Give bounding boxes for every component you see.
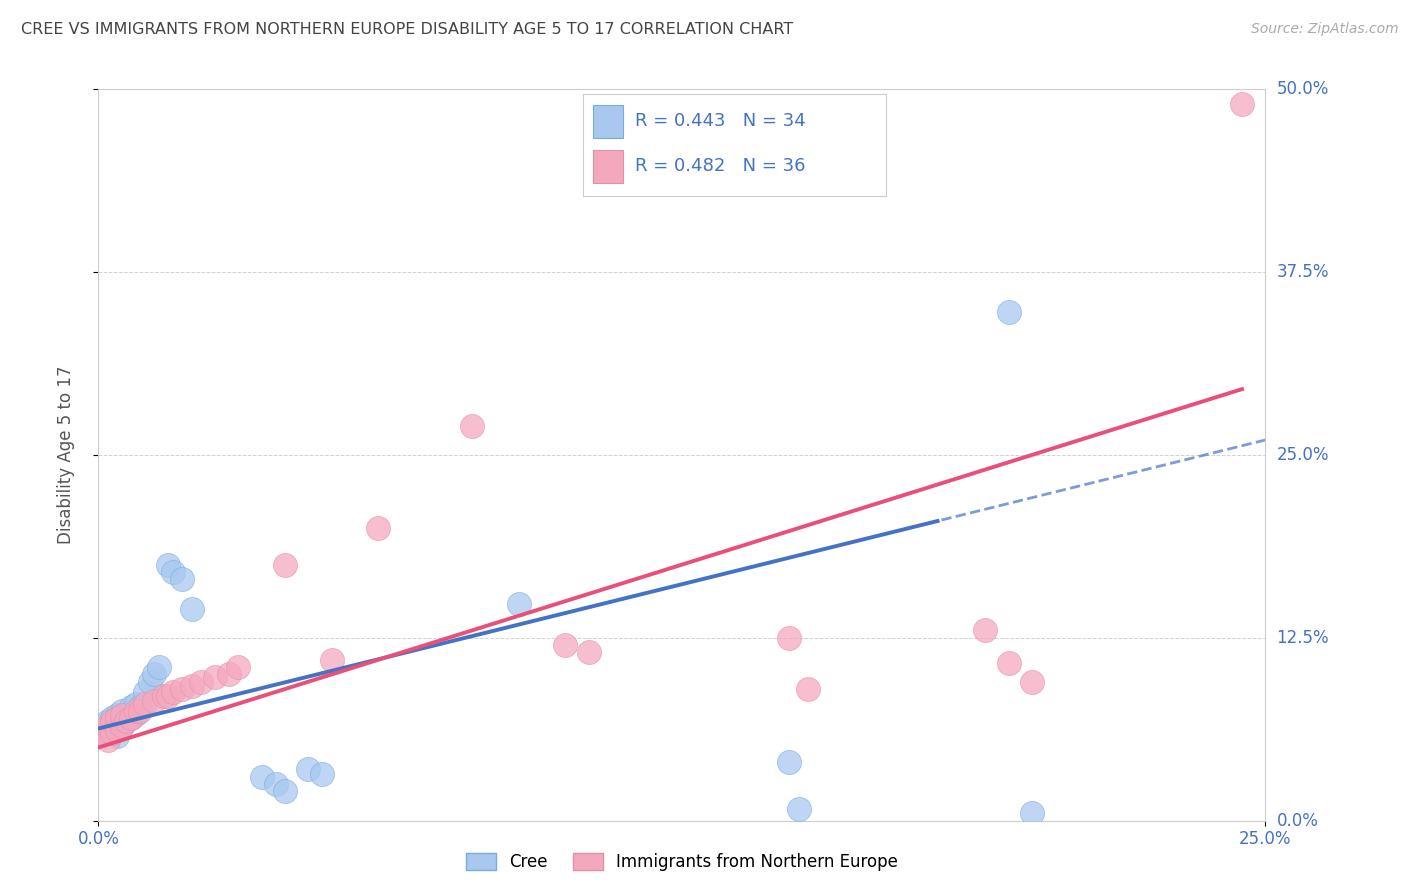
Point <box>115 714 138 728</box>
Point <box>115 714 138 728</box>
Point <box>134 697 156 711</box>
Point <box>105 711 128 725</box>
Text: R = 0.482   N = 36: R = 0.482 N = 36 <box>636 158 806 176</box>
Point <box>97 733 120 747</box>
Point <box>228 660 250 674</box>
Point <box>143 667 166 681</box>
Bar <box>592 150 623 183</box>
Legend: Cree, Immigrants from Northern Europe: Cree, Immigrants from Northern Europe <box>460 847 904 878</box>
Text: CREE VS IMMIGRANTS FROM NORTHERN EUROPE DISABILITY AGE 5 TO 17 CORRELATION CHART: CREE VS IMMIGRANTS FROM NORTHERN EUROPE … <box>21 22 793 37</box>
Point <box>129 704 152 718</box>
Point <box>101 726 124 740</box>
Point <box>148 660 170 674</box>
Text: 25.0%: 25.0% <box>1277 446 1329 464</box>
Point <box>274 784 297 798</box>
Point <box>111 718 134 732</box>
Point <box>120 699 142 714</box>
Point <box>125 704 148 718</box>
Bar <box>592 105 623 137</box>
Point <box>508 597 530 611</box>
Point <box>101 711 124 725</box>
Point <box>778 755 800 769</box>
Point <box>115 708 138 723</box>
Point <box>554 638 576 652</box>
Text: 50.0%: 50.0% <box>1277 80 1329 98</box>
Y-axis label: Disability Age 5 to 17: Disability Age 5 to 17 <box>56 366 75 544</box>
Point <box>97 714 120 728</box>
Point <box>97 718 120 732</box>
Point <box>180 601 202 615</box>
Text: 37.5%: 37.5% <box>1277 263 1329 281</box>
Point <box>157 558 180 572</box>
Point <box>129 699 152 714</box>
Text: 12.5%: 12.5% <box>1277 629 1329 647</box>
Point <box>172 681 194 696</box>
Text: R = 0.443   N = 34: R = 0.443 N = 34 <box>636 112 806 130</box>
Point <box>172 572 194 586</box>
Point <box>787 802 810 816</box>
Point <box>997 656 1019 670</box>
Point <box>1021 674 1043 689</box>
Point <box>134 685 156 699</box>
Point <box>120 711 142 725</box>
Point <box>105 723 128 737</box>
Point <box>101 714 124 728</box>
Point <box>274 558 297 572</box>
Point <box>578 645 600 659</box>
Point <box>101 718 124 732</box>
Point <box>321 653 343 667</box>
Point <box>152 690 174 704</box>
Point <box>105 708 128 723</box>
Point <box>180 679 202 693</box>
Point <box>204 670 226 684</box>
Point <box>190 674 212 689</box>
Point <box>111 704 134 718</box>
Text: Source: ZipAtlas.com: Source: ZipAtlas.com <box>1251 22 1399 37</box>
Point <box>311 767 333 781</box>
Point <box>218 667 240 681</box>
Point <box>111 718 134 732</box>
Point <box>120 711 142 725</box>
Point <box>297 763 319 777</box>
Point <box>250 770 273 784</box>
Point <box>1230 96 1253 111</box>
Point <box>139 674 162 689</box>
Point <box>367 521 389 535</box>
Point <box>778 631 800 645</box>
Point <box>974 624 997 638</box>
Point <box>97 723 120 737</box>
Point <box>91 726 114 740</box>
Point <box>125 697 148 711</box>
Text: 0.0%: 0.0% <box>1277 812 1319 830</box>
Point <box>143 694 166 708</box>
Point <box>162 685 184 699</box>
Point <box>105 729 128 743</box>
Point <box>111 708 134 723</box>
Point <box>91 726 114 740</box>
Point <box>461 418 484 433</box>
Point <box>157 690 180 704</box>
Point <box>264 777 287 791</box>
Point <box>1021 806 1043 821</box>
Point <box>162 565 184 579</box>
Point <box>125 706 148 721</box>
Point <box>797 681 820 696</box>
Point <box>997 304 1019 318</box>
